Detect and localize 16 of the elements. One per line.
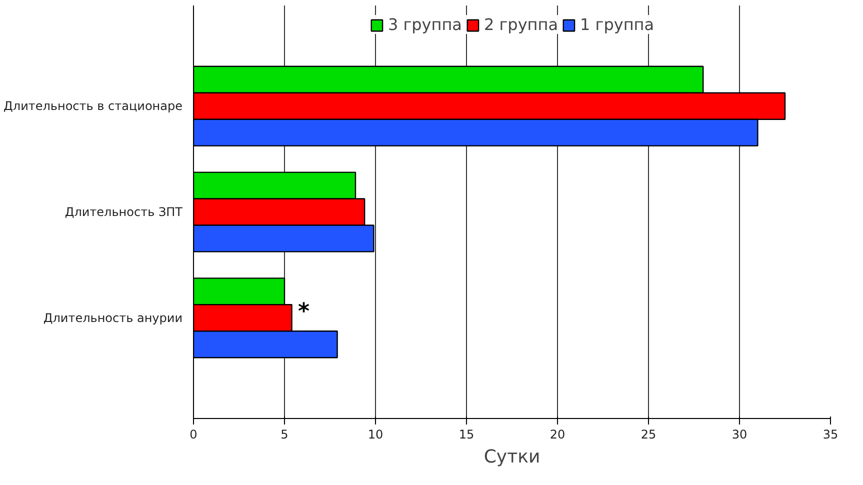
x-tick-label: 35 bbox=[822, 428, 838, 442]
x-tick-label: 5 bbox=[280, 428, 288, 442]
legend-label: 2 группа bbox=[484, 15, 558, 34]
y-tick-label: Длительность анурии bbox=[43, 310, 183, 325]
x-tick-label: 30 bbox=[732, 428, 748, 442]
x-axis-title: Сутки bbox=[484, 446, 540, 468]
annotation: * bbox=[298, 299, 310, 324]
legend-label: 3 группа bbox=[388, 15, 462, 34]
y-tick-label: Длительность ЗПТ bbox=[64, 205, 184, 219]
x-tick-label: 25 bbox=[640, 428, 656, 442]
x-tick-label: 15 bbox=[458, 428, 474, 442]
x-tick-label: 20 bbox=[550, 428, 566, 442]
x-tick-label: 10 bbox=[368, 428, 384, 442]
y-tick-label: Длительность в стационаре bbox=[4, 99, 183, 114]
legend-label: 1 группа bbox=[580, 15, 654, 34]
x-tick-label: 0 bbox=[190, 428, 198, 442]
